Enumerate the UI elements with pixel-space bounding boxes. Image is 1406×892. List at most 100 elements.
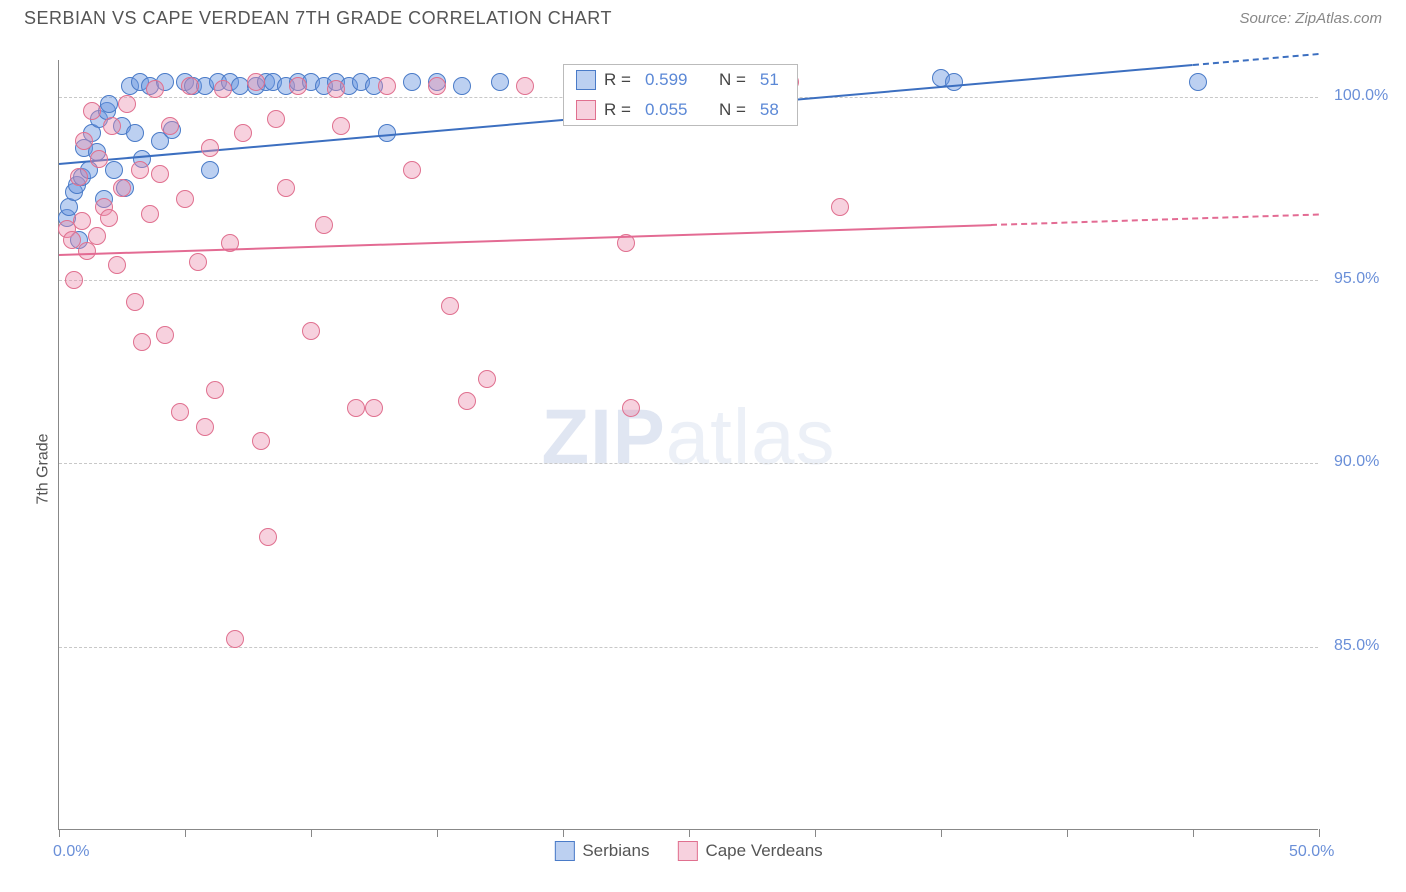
regression-line: [59, 224, 991, 256]
scatter-point: [277, 179, 295, 197]
scatter-point: [206, 381, 224, 399]
scatter-point: [332, 117, 350, 135]
legend-n-value: 58: [760, 100, 779, 120]
y-axis-label: 7th Grade: [35, 433, 53, 504]
scatter-point: [105, 161, 123, 179]
gridline-horizontal: [59, 280, 1318, 281]
scatter-point: [247, 73, 265, 91]
chart-container: 7th Grade ZIPatlas 85.0%90.0%95.0%100.0%…: [0, 46, 1406, 892]
scatter-point: [365, 399, 383, 417]
legend-label: Serbians: [582, 841, 649, 861]
scatter-point: [181, 77, 199, 95]
legend-item: Cape Verdeans: [677, 841, 822, 861]
scatter-point: [267, 110, 285, 128]
scatter-point: [189, 253, 207, 271]
legend-r-value: 0.055: [645, 100, 688, 120]
scatter-point: [226, 630, 244, 648]
chart-title: SERBIAN VS CAPE VERDEAN 7TH GRADE CORREL…: [24, 8, 612, 29]
scatter-point: [113, 179, 131, 197]
legend-swatch: [677, 841, 697, 861]
y-tick-label: 90.0%: [1334, 453, 1379, 471]
scatter-point: [100, 95, 118, 113]
scatter-point: [478, 370, 496, 388]
scatter-point: [126, 124, 144, 142]
legend-item: Serbians: [554, 841, 649, 861]
x-tick: [1319, 829, 1320, 837]
series-legend: Serbians Cape Verdeans: [554, 841, 822, 861]
x-tick: [689, 829, 690, 837]
x-tick: [311, 829, 312, 837]
scatter-point: [491, 73, 509, 91]
scatter-point: [945, 73, 963, 91]
x-tick: [59, 829, 60, 837]
scatter-point: [146, 80, 164, 98]
x-tick: [437, 829, 438, 837]
scatter-point: [831, 198, 849, 216]
scatter-point: [428, 77, 446, 95]
gridline-horizontal: [59, 647, 1318, 648]
scatter-point: [100, 209, 118, 227]
scatter-point: [90, 150, 108, 168]
scatter-point: [259, 528, 277, 546]
scatter-point: [441, 297, 459, 315]
scatter-point: [289, 77, 307, 95]
scatter-point: [196, 418, 214, 436]
scatter-point: [252, 432, 270, 450]
x-tick: [563, 829, 564, 837]
scatter-point: [108, 256, 126, 274]
scatter-point: [151, 165, 169, 183]
scatter-point: [516, 77, 534, 95]
scatter-point: [73, 212, 91, 230]
regression-line-dashed: [991, 214, 1319, 226]
scatter-point: [622, 399, 640, 417]
scatter-point: [156, 326, 174, 344]
y-tick-label: 100.0%: [1334, 87, 1388, 105]
scatter-point: [302, 322, 320, 340]
legend-n-label: N =: [719, 100, 746, 120]
scatter-point: [403, 73, 421, 91]
x-tick-label: 0.0%: [53, 843, 89, 861]
scatter-point: [75, 132, 93, 150]
scatter-point: [403, 161, 421, 179]
scatter-point: [327, 80, 345, 98]
scatter-point: [83, 102, 101, 120]
y-tick-label: 85.0%: [1334, 637, 1379, 655]
scatter-point: [201, 139, 219, 157]
x-tick: [185, 829, 186, 837]
legend-row: R =0.599 N =51: [564, 65, 797, 95]
y-tick-label: 95.0%: [1334, 270, 1379, 288]
scatter-point: [176, 190, 194, 208]
legend-r-value: 0.599: [645, 70, 688, 90]
x-tick: [1067, 829, 1068, 837]
scatter-point: [65, 271, 83, 289]
chart-source: Source: ZipAtlas.com: [1239, 10, 1382, 27]
legend-label: Cape Verdeans: [705, 841, 822, 861]
chart-header: SERBIAN VS CAPE VERDEAN 7TH GRADE CORREL…: [0, 0, 1406, 33]
watermark-bold: ZIP: [541, 392, 665, 480]
scatter-point: [103, 117, 121, 135]
correlation-legend: R =0.599 N =51 R = 0.055 N = 58: [563, 64, 798, 126]
scatter-point: [171, 403, 189, 421]
scatter-point: [161, 117, 179, 135]
scatter-point: [131, 161, 149, 179]
x-tick: [815, 829, 816, 837]
legend-row: R = 0.055 N = 58: [564, 95, 797, 125]
scatter-point: [458, 392, 476, 410]
scatter-point: [378, 77, 396, 95]
legend-n-value: 51: [760, 70, 779, 90]
scatter-point: [133, 333, 151, 351]
scatter-point: [1189, 73, 1207, 91]
scatter-point: [201, 161, 219, 179]
legend-r-label: R =: [604, 100, 631, 120]
scatter-point: [347, 399, 365, 417]
watermark-light: atlas: [666, 392, 836, 480]
scatter-point: [234, 124, 252, 142]
scatter-point: [141, 205, 159, 223]
scatter-point: [453, 77, 471, 95]
x-tick-label: 50.0%: [1289, 843, 1334, 861]
gridline-horizontal: [59, 463, 1318, 464]
legend-swatch: [576, 70, 596, 90]
plot-area: ZIPatlas 85.0%90.0%95.0%100.0%0.0%50.0%R…: [58, 60, 1318, 830]
scatter-point: [126, 293, 144, 311]
legend-swatch: [554, 841, 574, 861]
